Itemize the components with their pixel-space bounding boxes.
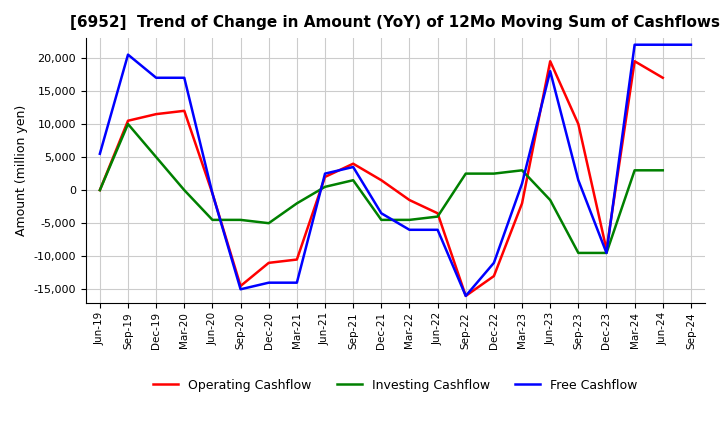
- Investing Cashflow: [264, 220, 273, 226]
- Free Cashflow: [152, 75, 161, 81]
- Operating Cashflow: [574, 121, 582, 127]
- Investing Cashflow: [349, 178, 358, 183]
- Operating Cashflow: [405, 198, 414, 203]
- Free Cashflow: [236, 286, 245, 292]
- Free Cashflow: [96, 151, 104, 157]
- Free Cashflow: [546, 69, 554, 74]
- Operating Cashflow: [462, 293, 470, 298]
- Investing Cashflow: [630, 168, 639, 173]
- Free Cashflow: [687, 42, 696, 48]
- Operating Cashflow: [236, 283, 245, 289]
- Free Cashflow: [405, 227, 414, 232]
- Free Cashflow: [292, 280, 301, 285]
- Operating Cashflow: [630, 59, 639, 64]
- Operating Cashflow: [518, 201, 526, 206]
- Free Cashflow: [574, 178, 582, 183]
- Free Cashflow: [349, 165, 358, 170]
- Operating Cashflow: [124, 118, 132, 123]
- Legend: Operating Cashflow, Investing Cashflow, Free Cashflow: Operating Cashflow, Investing Cashflow, …: [148, 374, 642, 397]
- Free Cashflow: [208, 191, 217, 196]
- Free Cashflow: [490, 260, 498, 265]
- Y-axis label: Amount (million yen): Amount (million yen): [15, 105, 28, 236]
- Free Cashflow: [377, 211, 386, 216]
- Investing Cashflow: [236, 217, 245, 223]
- Investing Cashflow: [546, 198, 554, 203]
- Investing Cashflow: [433, 214, 442, 219]
- Free Cashflow: [433, 227, 442, 232]
- Operating Cashflow: [433, 211, 442, 216]
- Free Cashflow: [630, 42, 639, 48]
- Investing Cashflow: [208, 217, 217, 223]
- Investing Cashflow: [292, 201, 301, 206]
- Investing Cashflow: [405, 217, 414, 223]
- Line: Operating Cashflow: Operating Cashflow: [100, 61, 663, 296]
- Operating Cashflow: [320, 174, 329, 180]
- Operating Cashflow: [96, 187, 104, 193]
- Title: [6952]  Trend of Change in Amount (YoY) of 12Mo Moving Sum of Cashflows: [6952] Trend of Change in Amount (YoY) o…: [71, 15, 720, 30]
- Free Cashflow: [602, 250, 611, 256]
- Investing Cashflow: [602, 250, 611, 256]
- Operating Cashflow: [180, 108, 189, 114]
- Free Cashflow: [320, 171, 329, 176]
- Investing Cashflow: [320, 184, 329, 190]
- Free Cashflow: [518, 181, 526, 186]
- Line: Investing Cashflow: Investing Cashflow: [100, 124, 663, 253]
- Investing Cashflow: [377, 217, 386, 223]
- Free Cashflow: [124, 52, 132, 57]
- Investing Cashflow: [96, 187, 104, 193]
- Investing Cashflow: [180, 187, 189, 193]
- Investing Cashflow: [659, 168, 667, 173]
- Investing Cashflow: [574, 250, 582, 256]
- Operating Cashflow: [546, 59, 554, 64]
- Line: Free Cashflow: Free Cashflow: [100, 45, 691, 296]
- Operating Cashflow: [602, 247, 611, 252]
- Operating Cashflow: [490, 273, 498, 279]
- Investing Cashflow: [462, 171, 470, 176]
- Operating Cashflow: [659, 75, 667, 81]
- Investing Cashflow: [152, 154, 161, 160]
- Operating Cashflow: [292, 257, 301, 262]
- Free Cashflow: [180, 75, 189, 81]
- Operating Cashflow: [377, 178, 386, 183]
- Operating Cashflow: [349, 161, 358, 166]
- Operating Cashflow: [264, 260, 273, 265]
- Investing Cashflow: [124, 121, 132, 127]
- Free Cashflow: [264, 280, 273, 285]
- Free Cashflow: [659, 42, 667, 48]
- Investing Cashflow: [490, 171, 498, 176]
- Operating Cashflow: [208, 191, 217, 196]
- Investing Cashflow: [518, 168, 526, 173]
- Operating Cashflow: [152, 111, 161, 117]
- Free Cashflow: [462, 293, 470, 298]
